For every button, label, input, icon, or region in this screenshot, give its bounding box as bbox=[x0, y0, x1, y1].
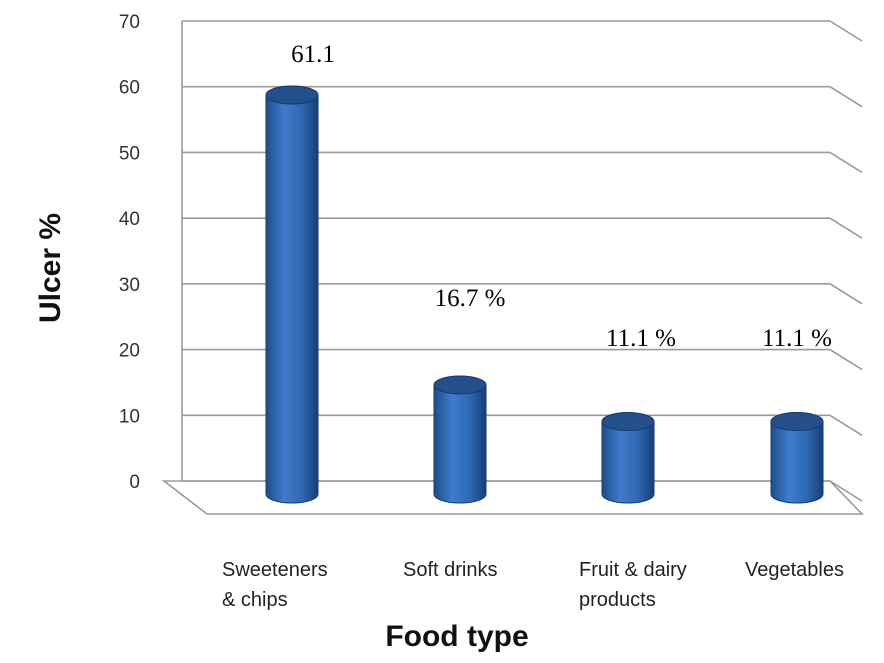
side-gridline bbox=[829, 20, 863, 42]
y-tick-label: 0 bbox=[129, 472, 140, 493]
data-label: 11.1 % bbox=[606, 325, 676, 352]
bar-body bbox=[265, 94, 319, 504]
y-tick-label: 10 bbox=[119, 406, 140, 427]
x-axis-title: Food type bbox=[385, 620, 528, 653]
bar-top bbox=[770, 412, 824, 432]
bars bbox=[265, 85, 824, 504]
data-label: 16.7 % bbox=[435, 285, 506, 312]
y-tick-label: 30 bbox=[119, 275, 140, 296]
bar-top bbox=[601, 412, 655, 432]
bar-body bbox=[601, 421, 655, 504]
bar bbox=[433, 375, 487, 504]
bar bbox=[770, 412, 824, 504]
y-tick-label: 40 bbox=[119, 209, 140, 230]
y-tick-label: 50 bbox=[119, 143, 140, 164]
bar-body bbox=[433, 384, 487, 504]
side-gridline bbox=[829, 480, 863, 502]
data-labels: 61.1 16.7 % 11.1 % 11.1 % bbox=[291, 41, 832, 352]
category-label: Vegetables bbox=[745, 559, 844, 581]
bar bbox=[601, 412, 655, 504]
bar-top bbox=[265, 85, 319, 105]
bar bbox=[265, 85, 319, 504]
category-label: Soft drinks bbox=[403, 559, 497, 581]
side-gridline bbox=[829, 151, 863, 174]
y-axis-title: Ulcer % bbox=[34, 213, 67, 323]
data-label: 11.1 % bbox=[762, 325, 832, 352]
y-tick-label: 60 bbox=[119, 78, 140, 99]
category-label: Sweeteners & chips bbox=[222, 559, 328, 611]
y-tick-label: 70 bbox=[119, 12, 140, 33]
side-gridline bbox=[829, 217, 863, 239]
data-label: 61.1 bbox=[291, 41, 335, 68]
category-label: Fruit & dairy products bbox=[579, 559, 687, 611]
bar-body bbox=[770, 421, 824, 504]
y-axis-ticks: 0 10 20 30 40 50 60 70 bbox=[119, 12, 140, 493]
category-labels: Sweeteners & chips Soft drinks Fruit & dair… bbox=[222, 559, 844, 611]
y-tick-label: 20 bbox=[119, 341, 140, 362]
side-gridline bbox=[829, 283, 863, 305]
side-gridline bbox=[829, 414, 863, 436]
side-gridline bbox=[829, 86, 863, 108]
side-gridline bbox=[829, 348, 863, 371]
bar-top bbox=[433, 375, 487, 395]
